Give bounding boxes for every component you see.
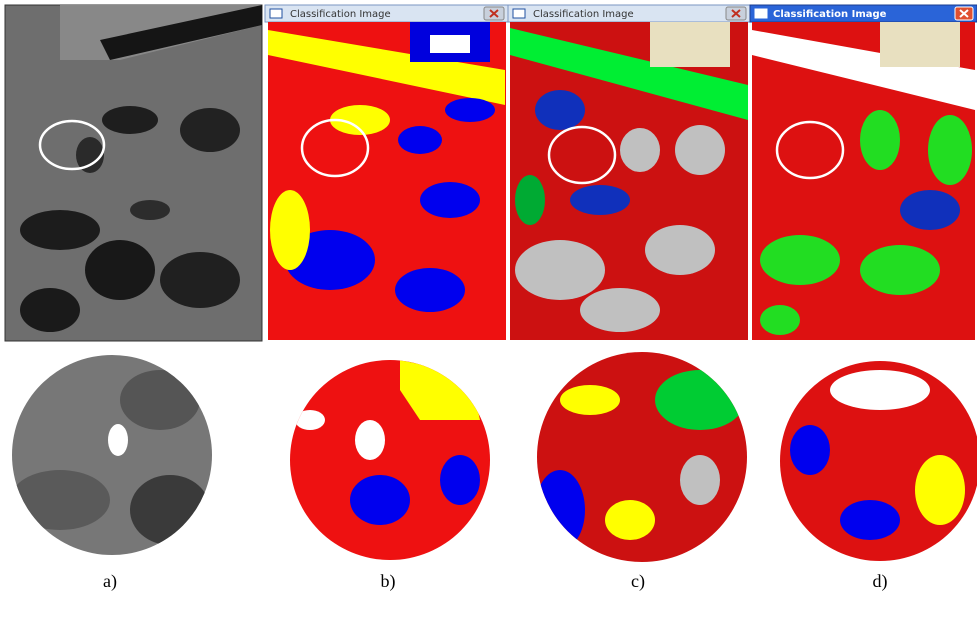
panel-label: a) <box>103 571 117 592</box>
figure: Classification Image Classification Imag… <box>0 0 977 622</box>
panel-a-image <box>5 5 262 341</box>
window-title: Classification Image <box>773 9 887 20</box>
panel-label: c) <box>631 571 645 592</box>
window-title: Classification Image <box>533 9 634 20</box>
zoom-c <box>535 350 750 565</box>
panel-d-window: Classification Image <box>750 5 977 340</box>
zoom-b <box>285 355 495 565</box>
panel-c-window: Classification Image <box>508 5 750 340</box>
zoom-d <box>778 358 977 563</box>
panel-label: b) <box>381 571 396 592</box>
panel-b-window: Classification Image <box>265 5 508 340</box>
zoom-a <box>10 350 220 560</box>
panel-label: d) <box>873 571 888 592</box>
window-title: Classification Image <box>290 9 391 20</box>
